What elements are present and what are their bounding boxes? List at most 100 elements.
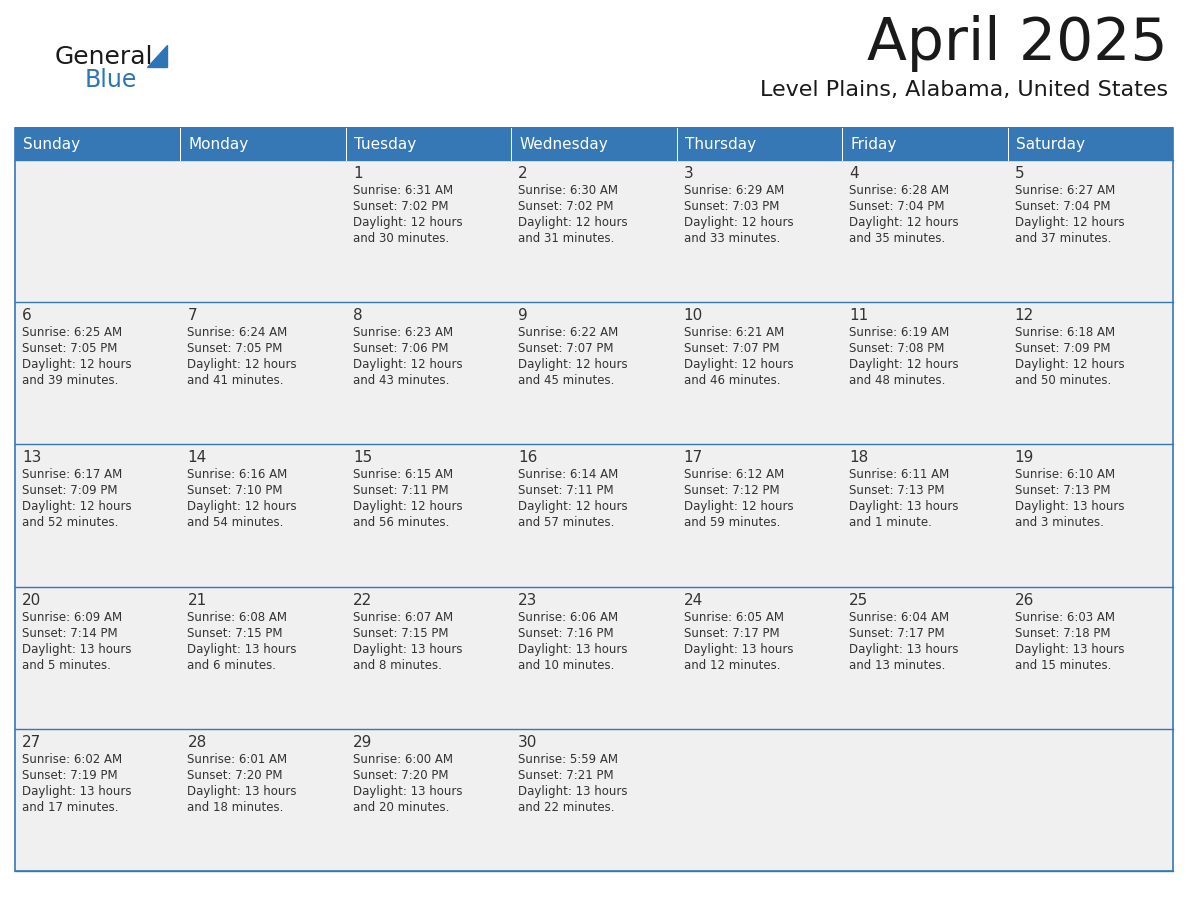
Bar (181, 128, 346, 160)
Bar (511, 587, 677, 729)
Text: 18: 18 (849, 451, 868, 465)
Text: Daylight: 12 hours: Daylight: 12 hours (188, 500, 297, 513)
Bar (677, 302, 842, 444)
Bar (15, 729, 181, 871)
Text: Friday: Friday (851, 137, 897, 151)
Bar (511, 302, 677, 444)
Text: 9: 9 (518, 308, 527, 323)
Text: Sunset: 7:07 PM: Sunset: 7:07 PM (518, 342, 614, 355)
Text: Sunset: 7:11 PM: Sunset: 7:11 PM (518, 485, 614, 498)
Text: Sunset: 7:13 PM: Sunset: 7:13 PM (1015, 485, 1110, 498)
Text: Sunrise: 6:23 AM: Sunrise: 6:23 AM (353, 326, 453, 339)
Text: 6: 6 (23, 308, 32, 323)
Bar (346, 160, 511, 302)
Text: Daylight: 12 hours: Daylight: 12 hours (518, 216, 628, 229)
Text: Daylight: 12 hours: Daylight: 12 hours (23, 500, 132, 513)
Text: 23: 23 (518, 593, 538, 608)
Bar (1007, 160, 1173, 302)
Text: and 20 minutes.: and 20 minutes. (353, 800, 449, 813)
Text: and 46 minutes.: and 46 minutes. (684, 375, 781, 387)
Text: Daylight: 13 hours: Daylight: 13 hours (353, 785, 462, 798)
Text: Daylight: 13 hours: Daylight: 13 hours (188, 785, 297, 798)
Text: Sunset: 7:08 PM: Sunset: 7:08 PM (849, 342, 944, 355)
Text: Sunset: 7:05 PM: Sunset: 7:05 PM (188, 342, 283, 355)
Text: and 52 minutes.: and 52 minutes. (23, 517, 119, 530)
Text: Sunrise: 6:05 AM: Sunrise: 6:05 AM (684, 610, 784, 623)
Text: Sunrise: 6:18 AM: Sunrise: 6:18 AM (1015, 326, 1114, 339)
Text: and 6 minutes.: and 6 minutes. (188, 658, 277, 672)
Text: and 33 minutes.: and 33 minutes. (684, 232, 781, 245)
Text: Sunset: 7:05 PM: Sunset: 7:05 PM (23, 342, 118, 355)
Text: 24: 24 (684, 593, 703, 608)
Bar (15, 302, 181, 444)
Bar (842, 444, 1007, 587)
Text: and 5 minutes.: and 5 minutes. (23, 658, 110, 672)
Text: Daylight: 12 hours: Daylight: 12 hours (684, 216, 794, 229)
Text: and 56 minutes.: and 56 minutes. (353, 517, 449, 530)
Text: Sunset: 7:18 PM: Sunset: 7:18 PM (1015, 627, 1110, 640)
Bar (15, 128, 1173, 871)
Text: 2: 2 (518, 166, 527, 181)
Text: and 22 minutes.: and 22 minutes. (518, 800, 614, 813)
Text: and 43 minutes.: and 43 minutes. (353, 375, 449, 387)
Text: 12: 12 (1015, 308, 1034, 323)
Text: 26: 26 (1015, 593, 1034, 608)
Text: Sunrise: 6:16 AM: Sunrise: 6:16 AM (188, 468, 287, 481)
Bar (842, 587, 1007, 729)
Text: and 59 minutes.: and 59 minutes. (684, 517, 781, 530)
Text: Sunrise: 6:15 AM: Sunrise: 6:15 AM (353, 468, 453, 481)
Bar (677, 160, 842, 302)
Text: Sunrise: 6:06 AM: Sunrise: 6:06 AM (518, 610, 619, 623)
Text: and 54 minutes.: and 54 minutes. (188, 517, 284, 530)
Bar (1007, 128, 1173, 160)
Text: Sunrise: 6:29 AM: Sunrise: 6:29 AM (684, 184, 784, 197)
Text: 7: 7 (188, 308, 197, 323)
Text: 17: 17 (684, 451, 703, 465)
Text: and 35 minutes.: and 35 minutes. (849, 232, 946, 245)
Bar (15, 160, 181, 302)
Bar (511, 128, 677, 160)
Text: Sunset: 7:04 PM: Sunset: 7:04 PM (1015, 200, 1110, 213)
Text: Sunrise: 6:01 AM: Sunrise: 6:01 AM (188, 753, 287, 766)
Text: Sunrise: 6:12 AM: Sunrise: 6:12 AM (684, 468, 784, 481)
Text: Daylight: 12 hours: Daylight: 12 hours (1015, 358, 1124, 371)
Text: Sunrise: 6:22 AM: Sunrise: 6:22 AM (518, 326, 619, 339)
Text: Sunset: 7:20 PM: Sunset: 7:20 PM (188, 768, 283, 782)
Text: Sunrise: 6:31 AM: Sunrise: 6:31 AM (353, 184, 453, 197)
Text: Sunrise: 6:19 AM: Sunrise: 6:19 AM (849, 326, 949, 339)
Text: Sunset: 7:16 PM: Sunset: 7:16 PM (518, 627, 614, 640)
Text: Daylight: 13 hours: Daylight: 13 hours (1015, 500, 1124, 513)
Bar (15, 444, 181, 587)
Text: and 50 minutes.: and 50 minutes. (1015, 375, 1111, 387)
Text: Sunset: 7:21 PM: Sunset: 7:21 PM (518, 768, 614, 782)
Text: and 13 minutes.: and 13 minutes. (849, 658, 946, 672)
Bar (677, 128, 842, 160)
Text: and 15 minutes.: and 15 minutes. (1015, 658, 1111, 672)
Bar (15, 587, 181, 729)
Text: Sunset: 7:15 PM: Sunset: 7:15 PM (353, 627, 448, 640)
Text: and 12 minutes.: and 12 minutes. (684, 658, 781, 672)
Bar (511, 729, 677, 871)
Text: Sunday: Sunday (23, 137, 80, 151)
Text: Sunset: 7:19 PM: Sunset: 7:19 PM (23, 768, 118, 782)
Text: Daylight: 12 hours: Daylight: 12 hours (188, 358, 297, 371)
Bar (181, 302, 346, 444)
Text: Sunset: 7:02 PM: Sunset: 7:02 PM (518, 200, 614, 213)
Text: Daylight: 12 hours: Daylight: 12 hours (23, 358, 132, 371)
Text: 27: 27 (23, 734, 42, 750)
Text: 28: 28 (188, 734, 207, 750)
Text: Sunset: 7:04 PM: Sunset: 7:04 PM (849, 200, 944, 213)
Text: Sunrise: 6:09 AM: Sunrise: 6:09 AM (23, 610, 122, 623)
Text: Sunrise: 6:10 AM: Sunrise: 6:10 AM (1015, 468, 1114, 481)
Text: Sunset: 7:17 PM: Sunset: 7:17 PM (684, 627, 779, 640)
Bar (842, 302, 1007, 444)
Text: 13: 13 (23, 451, 42, 465)
Text: Daylight: 13 hours: Daylight: 13 hours (849, 643, 959, 655)
Bar (346, 729, 511, 871)
Bar (677, 444, 842, 587)
Text: 8: 8 (353, 308, 362, 323)
Text: Daylight: 12 hours: Daylight: 12 hours (353, 216, 462, 229)
Text: 25: 25 (849, 593, 868, 608)
Text: Daylight: 13 hours: Daylight: 13 hours (188, 643, 297, 655)
Bar (181, 587, 346, 729)
